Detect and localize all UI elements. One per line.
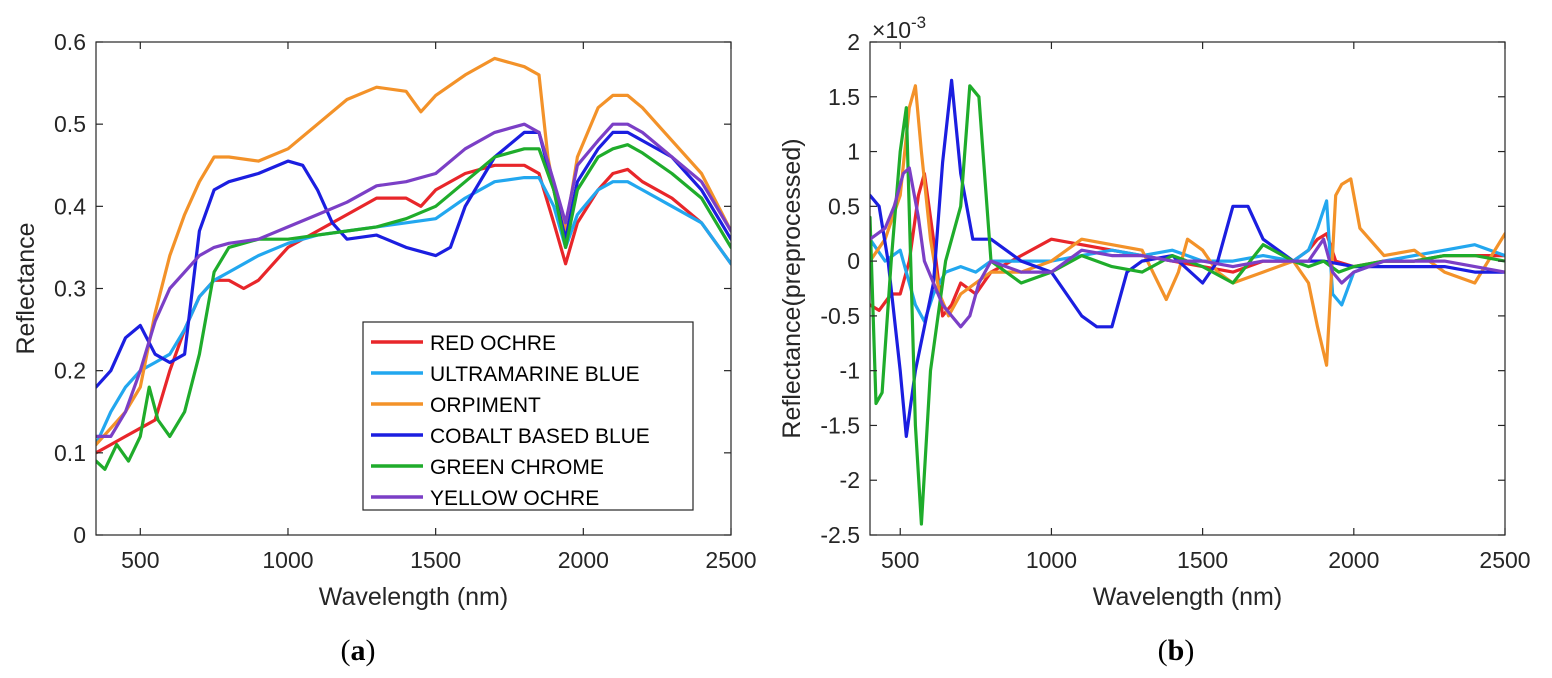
series-line-yellow-ochre: [96, 122, 731, 438]
legend-entry: GREEN CHROME: [430, 456, 604, 479]
y-tick-label: 0.5: [54, 111, 86, 137]
y-tick-label: -2: [840, 467, 860, 493]
y-exponent-label: ×10-3: [872, 13, 926, 43]
x-tick-label: 500: [881, 547, 919, 573]
x-tick-label: 2000: [1328, 547, 1379, 573]
x-axis-label: Wavelength (nm): [1093, 583, 1282, 611]
y-tick-label: -1.5: [820, 412, 860, 438]
x-tick-label: 2000: [558, 547, 609, 573]
series-line-ultramarine-blue: [96, 176, 731, 447]
series-line-orpiment: [96, 56, 731, 447]
series-line-cobalt-based-blue: [870, 78, 1505, 438]
y-tick-label: -2.5: [820, 522, 860, 548]
legend-entry: ORPIMENT: [430, 394, 541, 417]
y-tick-label: 0.1: [54, 440, 86, 466]
series-group: [96, 56, 731, 471]
y-tick-label: 0.5: [828, 193, 860, 219]
x-axis-label: Wavelength (nm): [319, 583, 508, 611]
panel-label: (b): [1158, 634, 1195, 667]
series-line-yellow-ochre: [870, 166, 1505, 329]
x-tick-label: 1000: [262, 547, 313, 573]
y-tick-label: 0.4: [54, 193, 86, 219]
x-tick-label: 1500: [410, 547, 461, 573]
y-tick-label: 0.2: [54, 358, 86, 384]
series-line-green-chrome: [96, 143, 731, 471]
series-line-red-ochre: [96, 163, 731, 455]
chart-panel-b: 500 1000 1500 2000 2500 -2.5 -2 -1.5 -1 -0.5 0 0.5 1…: [778, 13, 1531, 667]
legend: RED OCHRE ULTRAMARINE BLUE ORPIMENT COBALT …: [362, 321, 694, 511]
x-tick-label: 2500: [705, 547, 756, 573]
y-tick-label: 0: [73, 522, 86, 548]
axes-box: [869, 41, 1506, 536]
y-axis-label: Reflectance(preprocessed): [778, 138, 806, 438]
y-tick-label: -1: [840, 358, 860, 384]
chart-panel-a: 500 1000 1500 2000 2500 0 0.1 0.2 0.3 0.4 0.5 0.6 Wa…: [12, 29, 757, 667]
y-tick-label: 0.6: [54, 29, 86, 55]
legend-entry: YELLOW OCHRE: [430, 487, 599, 510]
y-tick-label: 2: [847, 29, 860, 55]
panel-label: (a): [341, 634, 376, 667]
legend-entry: ULTRAMARINE BLUE: [430, 363, 640, 386]
x-tick-label: 1000: [1026, 547, 1077, 573]
y-tick-label: 1: [847, 139, 860, 165]
series-line-cobalt-based-blue: [96, 130, 731, 389]
x-tick-label: 500: [121, 547, 159, 573]
y-tick-label: 0.3: [54, 276, 86, 302]
legend-entry: COBALT BASED BLUE: [430, 425, 650, 448]
y-axis-label: Reflectance: [12, 222, 40, 354]
series-group: [870, 78, 1505, 526]
y-tick-label: 1.5: [828, 84, 860, 110]
legend-box: [362, 321, 694, 511]
x-tick-label: 2500: [1479, 547, 1530, 573]
y-tick-label: 0: [847, 248, 860, 274]
series-line-orpiment: [870, 84, 1505, 367]
x-tick-label: 1500: [1177, 547, 1228, 573]
series-line-green-chrome: [870, 84, 1505, 526]
y-tick-label: -0.5: [820, 303, 860, 329]
legend-entry: RED OCHRE: [430, 332, 556, 355]
